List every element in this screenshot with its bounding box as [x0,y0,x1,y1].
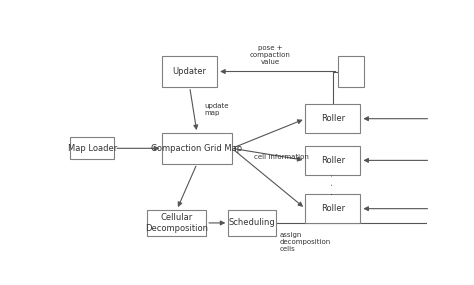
Text: cell information: cell information [254,154,309,160]
Text: Map Loader: Map Loader [68,144,117,153]
FancyBboxPatch shape [338,56,364,87]
FancyBboxPatch shape [162,56,217,87]
Text: Cellular
Decomposition: Cellular Decomposition [146,213,208,233]
FancyBboxPatch shape [70,137,114,159]
Text: Roller: Roller [321,204,345,213]
Text: pose +
compaction
value: pose + compaction value [250,45,291,65]
Text: Scheduling: Scheduling [229,218,275,227]
Text: ·  ·  ·: · · · [328,174,338,195]
FancyBboxPatch shape [162,133,232,164]
Text: Roller: Roller [321,156,345,165]
Text: Compaction Grid Map: Compaction Grid Map [152,144,243,153]
Text: Roller: Roller [321,114,345,123]
FancyBboxPatch shape [305,146,360,175]
Text: Updater: Updater [173,67,207,76]
Text: assign
decomposition
cells: assign decomposition cells [280,232,331,252]
FancyBboxPatch shape [305,194,360,223]
FancyBboxPatch shape [147,210,206,236]
FancyBboxPatch shape [228,210,276,236]
FancyBboxPatch shape [305,104,360,133]
Text: update
map: update map [204,103,229,116]
